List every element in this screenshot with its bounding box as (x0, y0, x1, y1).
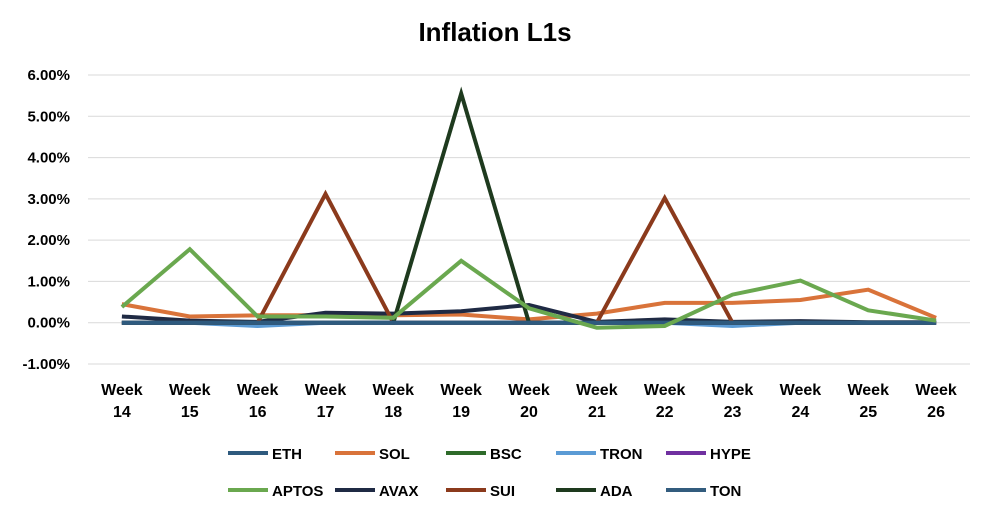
x-tick-label-line: Week (644, 382, 686, 399)
x-tick-label-line: Week (780, 382, 822, 399)
y-tick-label: 2.00% (27, 232, 70, 249)
x-tick-label-line: 22 (656, 404, 674, 421)
x-tick-label-line: Week (101, 382, 143, 399)
legend: ETH SOL BSC TRON HYPE APTOS AVAX SUI ADA TON (228, 446, 751, 500)
legend-label: BSC (490, 446, 522, 463)
legend-item-eth: ETH (228, 446, 302, 463)
x-tick-label: Week 23 (712, 382, 754, 421)
legend-item-ada: ADA (556, 483, 633, 500)
x-tick-label-line: 24 (791, 404, 809, 421)
x-tick-label: Week 26 (915, 382, 957, 421)
legend-label: SOL (379, 446, 410, 463)
legend-label: ETH (272, 446, 302, 463)
x-tick-label-line: 21 (588, 404, 606, 421)
legend-item-sui: SUI (446, 483, 515, 500)
y-tick-label: 4.00% (27, 150, 70, 167)
x-tick-label-line: 14 (113, 404, 131, 421)
x-tick-label-line: 19 (452, 404, 470, 421)
x-tick-label-line: Week (576, 382, 618, 399)
legend-label: TRON (600, 446, 643, 463)
legend-label: HYPE (710, 446, 751, 463)
x-tick-label-line: Week (508, 382, 550, 399)
series-lines (120, 86, 937, 330)
legend-label: AVAX (379, 483, 418, 500)
legend-label: APTOS (272, 483, 323, 500)
y-tick-label: 6.00% (27, 67, 70, 84)
legend-item-avax: AVAX (335, 483, 418, 500)
x-tick-label-line: Week (169, 382, 211, 399)
x-tick-label: Week 24 (780, 382, 822, 421)
legend-item-sol: SOL (335, 446, 410, 463)
x-tick-label: Week 14 (101, 382, 143, 421)
chart-title: Inflation L1s (418, 17, 571, 47)
series-line-aptos (120, 246, 937, 330)
x-tick-label-line: 18 (384, 404, 402, 421)
x-tick-label-line: 20 (520, 404, 538, 421)
y-tick-label: 1.00% (27, 273, 70, 290)
y-tick-label: -1.00% (22, 356, 70, 373)
legend-item-tron: TRON (556, 446, 643, 463)
x-tick-label-line: Week (237, 382, 279, 399)
y-tick-label: 5.00% (27, 108, 70, 125)
x-tick-label: Week 17 (305, 382, 347, 421)
x-tick-label: Week 22 (644, 382, 686, 421)
legend-label: SUI (490, 483, 515, 500)
y-axis-ticks: 6.00% 5.00% 4.00% 3.00% 2.00% 1.00% 0.00% -1.00… (22, 67, 70, 373)
legend-item-ton: TON (666, 483, 741, 500)
x-tick-label-line: 17 (317, 404, 335, 421)
x-tick-label-line: 23 (724, 404, 742, 421)
x-tick-label: Week 19 (440, 382, 482, 421)
legend-label: TON (710, 483, 741, 500)
x-tick-label: Week 25 (847, 382, 889, 421)
x-tick-label: Week 16 (237, 382, 279, 421)
y-tick-label: 3.00% (27, 191, 70, 208)
x-tick-label-line: Week (440, 382, 482, 399)
x-tick-label-line: Week (305, 382, 347, 399)
legend-label: ADA (600, 483, 633, 500)
x-tick-label-line: 16 (249, 404, 267, 421)
legend-item-bsc: BSC (446, 446, 522, 463)
x-tick-label-line: Week (373, 382, 415, 399)
legend-item-aptos: APTOS (228, 483, 323, 500)
x-tick-label: Week 15 (169, 382, 211, 421)
x-tick-label-line: Week (712, 382, 754, 399)
x-tick-label-line: 15 (181, 404, 199, 421)
x-tick-label: Week 21 (576, 382, 618, 421)
x-tick-label: Week 18 (373, 382, 415, 421)
x-tick-label-line: 26 (927, 404, 945, 421)
x-tick-label-line: 25 (859, 404, 877, 421)
legend-item-hype: HYPE (666, 446, 751, 463)
x-tick-label-line: Week (847, 382, 889, 399)
y-tick-label: 0.00% (27, 315, 70, 332)
x-tick-label-line: Week (915, 382, 957, 399)
x-tick-label: Week 20 (508, 382, 550, 421)
